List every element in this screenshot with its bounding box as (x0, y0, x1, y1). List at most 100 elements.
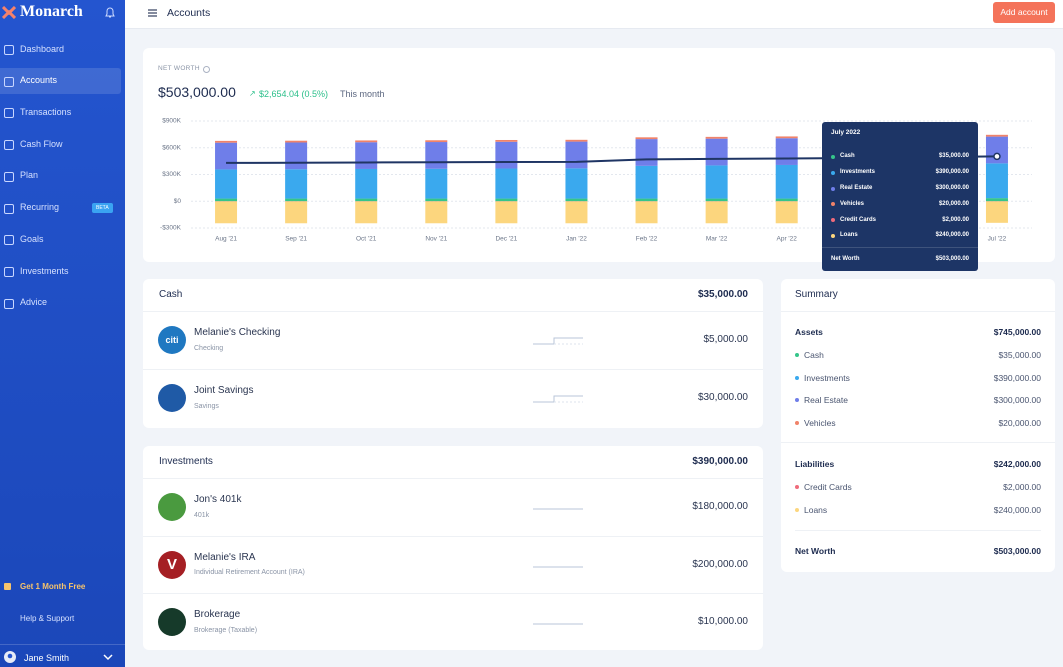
hover-point (993, 152, 1001, 161)
x-tick-label: Aug '21 (215, 236, 237, 243)
nav-icon (4, 203, 14, 214)
tooltip-series: Credit Cards (840, 216, 877, 223)
summary-item: Investments (804, 372, 850, 383)
bar-segment (565, 141, 588, 169)
y-tick-label: $300K (162, 171, 181, 178)
brand-logo (2, 6, 16, 19)
row-divider (143, 478, 763, 479)
summary-title: Summary (795, 289, 838, 300)
x-tick-label: Feb '22 (636, 236, 658, 243)
account-name[interactable]: Jon's 401k (194, 494, 242, 505)
bar-segment (635, 198, 658, 202)
y-tick-label: $900K (162, 118, 181, 125)
bar-segment (215, 198, 238, 202)
account-type: 401k (194, 511, 210, 519)
tooltip-amount: $300,000.00 (935, 185, 969, 191)
bar-segment (775, 136, 798, 139)
bar-segment (495, 201, 518, 224)
add-account-button[interactable]: Add account (993, 2, 1055, 23)
bar-segment (705, 165, 728, 199)
card-title: Investments (159, 456, 213, 467)
user-name[interactable]: Jane Smith (24, 652, 70, 663)
bar-segment (635, 201, 658, 224)
y-tick-label: -$300K (160, 225, 182, 232)
sparkline (533, 566, 583, 567)
x-tick-label: Apr '22 (777, 236, 798, 243)
tooltip-dot (831, 218, 835, 223)
bar-segment (775, 164, 798, 199)
bar-segment (215, 140, 238, 143)
brand-name: Monarch (20, 3, 83, 21)
divider (0, 644, 125, 645)
nav-item[interactable]: Accounts (20, 75, 58, 86)
bar-segment (285, 198, 308, 202)
avatar (4, 651, 16, 663)
change-period: This month (340, 88, 385, 99)
bar-segment (355, 201, 378, 224)
card-title: Cash (159, 289, 183, 300)
x-tick-label: Oct '21 (356, 236, 377, 243)
divider (781, 311, 1055, 312)
bar-segment (985, 134, 1008, 137)
account-name[interactable]: Joint Savings (194, 385, 254, 396)
summary-item: Vehicles (804, 418, 836, 428)
account-name[interactable]: Melanie's IRA (194, 551, 256, 563)
promo-link[interactable]: Get 1 Month Free (20, 582, 86, 592)
chevron[interactable] (103, 654, 113, 661)
summary-amount: $20,000.00 (998, 418, 1041, 428)
nav-item[interactable]: Advice (20, 297, 48, 308)
x-tick-label: Jul '22 (988, 236, 1007, 243)
nav-item[interactable]: Transactions (20, 107, 72, 117)
summary-amount: $35,000.00 (998, 349, 1041, 360)
tooltip-dot (831, 155, 835, 159)
account-amount: $30,000.00 (697, 392, 748, 403)
bar-segment (285, 140, 308, 143)
summary-card: Summary Assets $745,000.00 Cash $35,000.00 In… (781, 279, 1055, 572)
help-link[interactable]: Help & Support (20, 614, 75, 624)
page-title: Accounts (167, 6, 211, 19)
active-highlight (0, 67, 121, 94)
account-type: Brokerage (Taxable) (194, 626, 258, 634)
nav-item[interactable]: Dashboard (20, 43, 65, 54)
tooltip-dot (831, 234, 835, 238)
tooltip-amount: $2,000.00 (942, 216, 969, 223)
net-worth-label: NET WORTH (158, 65, 200, 73)
net-worth-total: $503,000.00 (993, 545, 1041, 556)
summary-item: Credit Cards (804, 481, 852, 492)
nav-icon (4, 45, 14, 55)
bar-segment (355, 168, 378, 199)
sparkline (533, 337, 583, 345)
nav-item[interactable]: Recurring (20, 202, 60, 213)
summary-amount: $390,000.00 (993, 372, 1041, 383)
bar-segment (425, 168, 448, 199)
x-tick-label: Mar '22 (706, 236, 728, 243)
bell-icon[interactable] (104, 6, 116, 19)
bar-segment (495, 198, 518, 202)
nav-icon (4, 235, 14, 246)
account-logo: V (158, 550, 186, 579)
menu-icon[interactable] (148, 9, 157, 17)
tooltip-amount: $240,000.00 (935, 232, 969, 239)
bar-segment (495, 168, 518, 199)
nav-item[interactable]: Goals (20, 233, 44, 244)
info-icon (203, 66, 210, 73)
x-tick-label: Dec '21 (495, 236, 517, 243)
bar-segment (285, 169, 308, 199)
summary-dot (795, 507, 799, 512)
bar-segment (285, 142, 308, 170)
account-type: Savings (194, 402, 219, 410)
nav-item[interactable]: Plan (20, 170, 39, 181)
summary-amount: $240,000.00 (993, 504, 1041, 515)
nav-item[interactable]: Investments (20, 265, 69, 276)
tooltip-total-label: Net Worth (831, 256, 860, 263)
account-name[interactable]: Brokerage (194, 609, 241, 620)
account-name[interactable]: Melanie's Checking (194, 327, 281, 338)
summary-amount: $300,000.00 (993, 395, 1041, 406)
nav-item[interactable]: Cash Flow (20, 138, 63, 149)
bar-segment (565, 139, 588, 142)
y-tick-label: $0 (174, 198, 182, 205)
nav-icon (4, 140, 14, 151)
bar-segment (355, 140, 378, 143)
tooltip-series: Vehicles (840, 200, 865, 207)
